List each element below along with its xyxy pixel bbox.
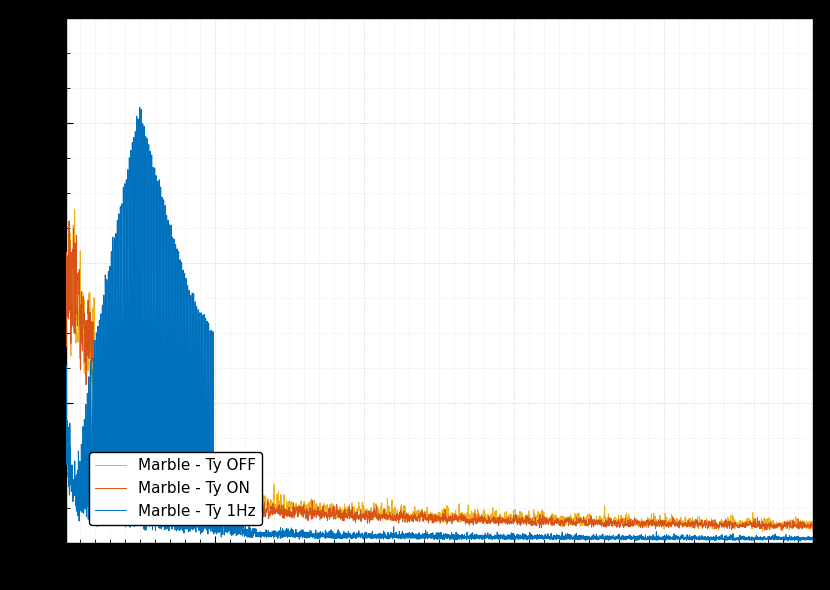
Marble - Ty OFF [808, 527, 818, 535]
Marble - Ty OFF [676, 514, 686, 522]
Line: Marble - Ty 1Hz: Marble - Ty 1Hz [66, 107, 813, 541]
Marble - Ty 1Hz [547, 536, 557, 543]
Marble - Ty ON [198, 504, 208, 512]
Marble - Ty OFF [547, 513, 557, 520]
Marble - Ty ON [61, 343, 71, 350]
Marble - Ty OFF [619, 518, 629, 525]
Marble - Ty 1Hz [61, 362, 71, 369]
Marble - Ty 1Hz [808, 535, 818, 542]
Marble - Ty ON [510, 517, 520, 525]
Marble - Ty OFF [70, 206, 80, 213]
Marble - Ty ON [347, 514, 357, 522]
Marble - Ty OFF [347, 499, 357, 506]
Legend: Marble - Ty OFF, Marble - Ty ON, Marble - Ty 1Hz: Marble - Ty OFF, Marble - Ty ON, Marble … [89, 452, 262, 525]
Marble - Ty 1Hz [619, 535, 629, 542]
Marble - Ty 1Hz [198, 481, 208, 488]
Marble - Ty ON [64, 217, 74, 224]
Marble - Ty 1Hz [134, 104, 144, 111]
Marble - Ty OFF [510, 513, 520, 520]
Marble - Ty OFF [758, 528, 768, 535]
Marble - Ty 1Hz [510, 532, 520, 539]
Marble - Ty 1Hz [795, 537, 805, 545]
Marble - Ty ON [547, 514, 557, 522]
Marble - Ty 1Hz [347, 535, 357, 542]
Marble - Ty 1Hz [676, 533, 686, 540]
Marble - Ty ON [619, 522, 629, 529]
Marble - Ty ON [676, 520, 686, 527]
Marble - Ty ON [808, 529, 818, 536]
Marble - Ty OFF [198, 493, 208, 500]
Line: Marble - Ty ON: Marble - Ty ON [66, 221, 813, 532]
Marble - Ty OFF [61, 358, 71, 365]
Line: Marble - Ty OFF: Marble - Ty OFF [66, 209, 813, 532]
